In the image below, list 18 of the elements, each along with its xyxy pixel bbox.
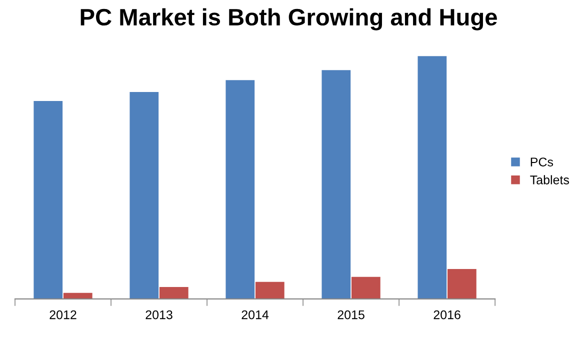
- x-tick-label: 2012: [50, 310, 76, 320]
- x-tick-label: 2015: [338, 310, 364, 320]
- bar: [255, 282, 284, 299]
- legend-label: PCs: [530, 158, 554, 166]
- x-tick-label: 2016: [434, 310, 460, 320]
- bar: [130, 92, 159, 299]
- bar: [159, 287, 188, 299]
- bar: [322, 70, 351, 299]
- x-tick-label: 2014: [242, 310, 269, 320]
- bar: [448, 269, 476, 299]
- bar: [34, 101, 63, 299]
- bar: [351, 276, 380, 299]
- chart-title: PC Market is Both Growing and Huge: [80, 8, 497, 30]
- x-tick-label: 2013: [146, 310, 172, 320]
- legend-label: Tablets: [530, 175, 570, 184]
- bar: [63, 292, 92, 299]
- bar: [226, 80, 255, 299]
- bar: [418, 56, 447, 299]
